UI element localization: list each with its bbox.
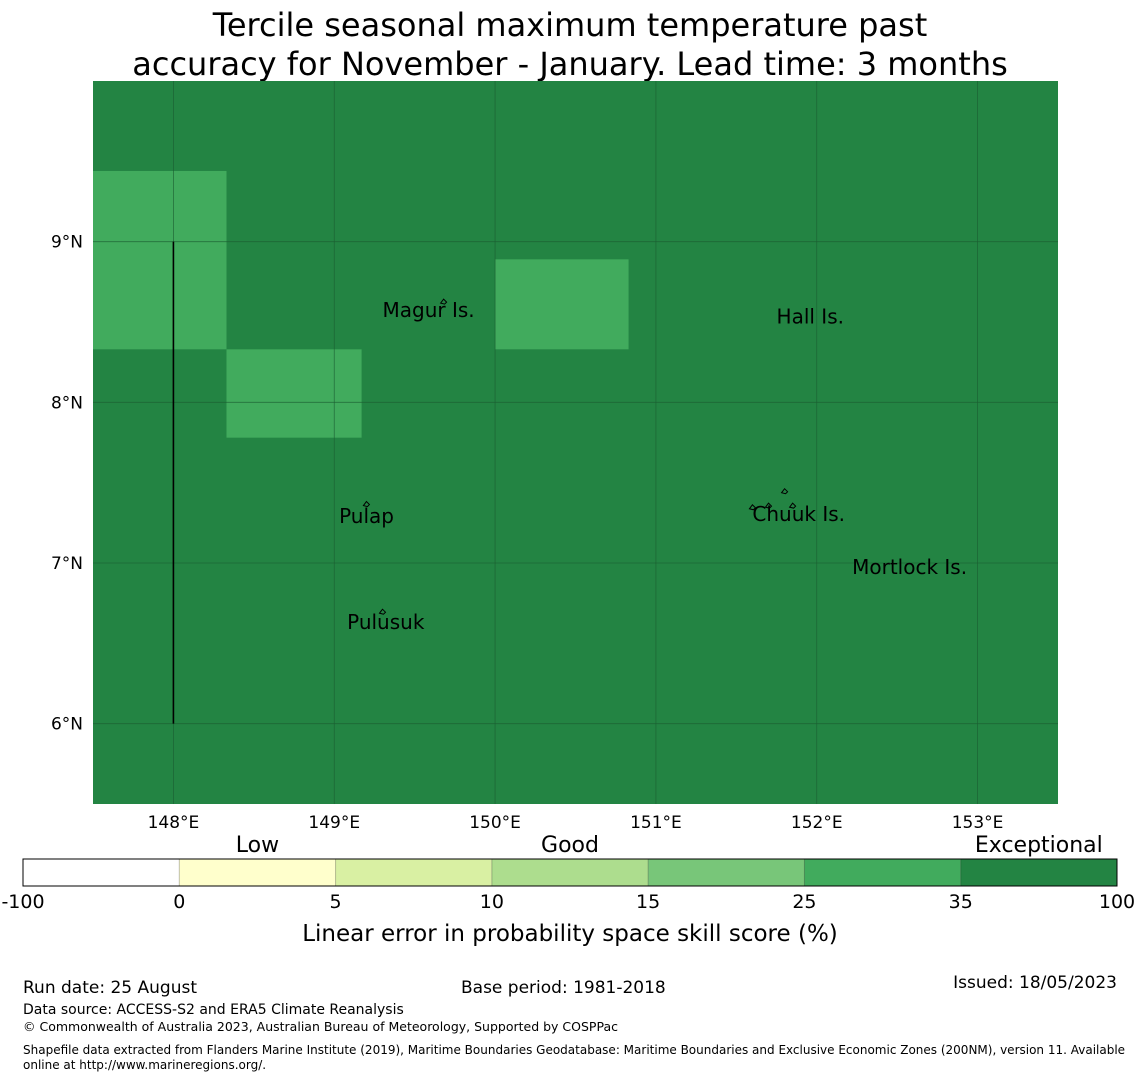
x-tick-label: 148°E bbox=[148, 813, 200, 833]
colorbar-bin bbox=[804, 859, 961, 886]
skill-cell bbox=[93, 170, 227, 350]
colorbar-tick-label: -100 bbox=[1, 891, 44, 913]
colorbar-bin bbox=[960, 859, 1117, 886]
colorbar-bin bbox=[179, 859, 336, 886]
island-outline bbox=[788, 502, 797, 509]
chart-title-line1: Tercile seasonal maximum temperature pas… bbox=[212, 6, 928, 44]
place-label: Pulusuk bbox=[347, 610, 425, 634]
colorbar-bin bbox=[648, 859, 805, 886]
colorbar-category-label: Exceptional bbox=[975, 833, 1103, 858]
x-tick-label: 151°E bbox=[630, 813, 682, 833]
colorbar-tick-label: 5 bbox=[330, 891, 342, 913]
x-tick-label: 153°E bbox=[952, 813, 1004, 833]
x-tick-label: 149°E bbox=[308, 813, 360, 833]
colorbar-bin bbox=[491, 859, 649, 886]
shapefile-credit-line2: online at http://www.marineregions.org/. bbox=[23, 1058, 267, 1072]
place-label: Hall Is. bbox=[777, 305, 844, 329]
colorbar-bin bbox=[335, 859, 492, 886]
island-outline bbox=[378, 608, 387, 615]
colorbar-title: Linear error in probability space skill … bbox=[302, 921, 838, 947]
issued-date: Issued: 18/05/2023 bbox=[953, 973, 1117, 993]
colorbar-category-label: Low bbox=[236, 833, 279, 858]
copyright: © Commonwealth of Australia 2023, Austra… bbox=[23, 1019, 618, 1034]
y-tick-label: 7°N bbox=[51, 554, 83, 574]
colorbar-bin bbox=[23, 859, 180, 886]
map-background bbox=[93, 81, 1058, 804]
colorbar-tick-label: 10 bbox=[480, 891, 504, 913]
island-outline bbox=[780, 487, 789, 495]
place-label: Magur Is. bbox=[383, 298, 475, 322]
colorbar-tick-label: 15 bbox=[636, 891, 660, 913]
skill-cell bbox=[495, 259, 629, 350]
chart-title-line2: accuracy for November - January. Lead ti… bbox=[132, 45, 1008, 83]
colorbar-tick-label: 100 bbox=[1099, 891, 1135, 913]
colorbar-tick-label: 25 bbox=[792, 891, 816, 913]
x-tick-label: 152°E bbox=[791, 813, 843, 833]
island-outline bbox=[362, 500, 371, 508]
y-tick-label: 6°N bbox=[51, 715, 83, 735]
place-label: Pulap bbox=[339, 504, 394, 528]
colorbar-tick-label: 0 bbox=[173, 891, 185, 913]
island-outline bbox=[748, 504, 757, 511]
place-label: Mortlock Is. bbox=[852, 555, 967, 579]
base-period: Base period: 1981-2018 bbox=[461, 978, 666, 998]
colorbar-tick-label: 35 bbox=[949, 891, 973, 913]
x-tick-label: 150°E bbox=[469, 813, 521, 833]
y-tick-label: 8°N bbox=[51, 393, 83, 413]
island-outline bbox=[764, 502, 773, 509]
island-outline bbox=[439, 298, 448, 305]
skill-cell bbox=[226, 349, 362, 438]
data-source: Data source: ACCESS-S2 and ERA5 Climate … bbox=[23, 1002, 404, 1018]
shapefile-credit-line1: Shapefile data extracted from Flanders M… bbox=[23, 1043, 1126, 1057]
y-tick-label: 9°N bbox=[51, 233, 83, 253]
place-label: Chuuk Is. bbox=[752, 502, 845, 526]
colorbar-category-label: Good bbox=[541, 833, 599, 858]
run-date: Run date: 25 August bbox=[23, 978, 197, 998]
colorbar-frame bbox=[22, 858, 1118, 887]
